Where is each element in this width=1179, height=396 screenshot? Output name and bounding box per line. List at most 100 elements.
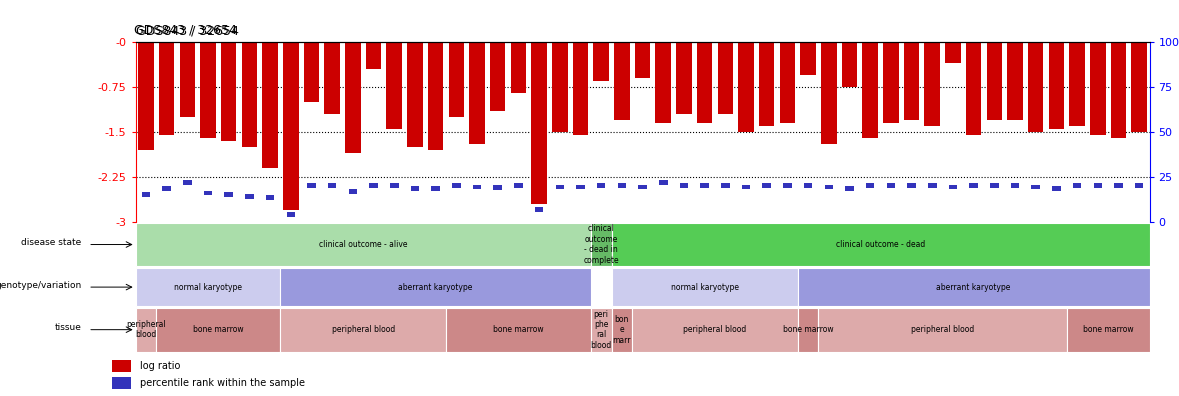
- Bar: [966, 42, 981, 135]
- Bar: [612, 223, 1150, 267]
- Bar: [308, 183, 316, 188]
- Bar: [242, 42, 257, 147]
- Bar: [494, 185, 502, 190]
- Bar: [365, 42, 381, 69]
- Bar: [591, 223, 612, 267]
- Bar: [1073, 183, 1081, 188]
- Bar: [987, 42, 1002, 120]
- Bar: [949, 185, 957, 189]
- Bar: [969, 183, 977, 188]
- Text: peripheral blood: peripheral blood: [331, 325, 395, 334]
- Bar: [1067, 308, 1150, 352]
- Bar: [1114, 183, 1122, 188]
- Bar: [862, 42, 878, 138]
- Bar: [677, 42, 692, 114]
- Bar: [700, 183, 709, 188]
- Bar: [283, 42, 298, 210]
- Bar: [638, 185, 647, 189]
- Bar: [924, 42, 940, 126]
- Bar: [697, 42, 712, 123]
- Bar: [842, 42, 857, 87]
- Bar: [200, 42, 216, 138]
- Bar: [281, 268, 591, 306]
- Bar: [801, 42, 816, 74]
- Bar: [136, 308, 157, 352]
- Bar: [634, 42, 651, 78]
- Bar: [428, 42, 443, 150]
- Bar: [469, 42, 485, 144]
- Bar: [612, 268, 798, 306]
- Bar: [410, 186, 420, 190]
- Bar: [887, 183, 895, 188]
- Bar: [179, 42, 195, 117]
- Bar: [511, 42, 526, 93]
- Bar: [722, 183, 730, 188]
- Bar: [659, 180, 667, 185]
- Bar: [112, 360, 131, 372]
- Bar: [798, 308, 818, 352]
- Bar: [1032, 185, 1040, 189]
- Bar: [390, 183, 399, 188]
- Text: bone marrow: bone marrow: [493, 325, 544, 334]
- Bar: [946, 42, 961, 63]
- Bar: [204, 190, 212, 195]
- Bar: [349, 189, 357, 194]
- Text: peri
phe
ral
blood: peri phe ral blood: [591, 310, 612, 350]
- Bar: [387, 42, 402, 129]
- Bar: [183, 180, 191, 185]
- Bar: [798, 268, 1150, 306]
- Bar: [136, 268, 281, 306]
- Bar: [928, 183, 936, 188]
- Text: bone marrow: bone marrow: [783, 325, 834, 334]
- Bar: [448, 42, 465, 117]
- Text: bone marrow: bone marrow: [1082, 325, 1133, 334]
- Text: log ratio: log ratio: [140, 362, 180, 371]
- Bar: [157, 308, 281, 352]
- Bar: [432, 186, 440, 190]
- Bar: [552, 42, 567, 131]
- Bar: [345, 42, 361, 153]
- Bar: [555, 185, 564, 189]
- Bar: [759, 42, 775, 126]
- Bar: [1010, 183, 1020, 188]
- Bar: [845, 187, 854, 191]
- Text: normal karyotype: normal karyotype: [174, 283, 242, 291]
- Bar: [612, 308, 632, 352]
- Bar: [904, 42, 920, 120]
- Text: clinical outcome - dead: clinical outcome - dead: [836, 240, 926, 249]
- Text: peripheral blood: peripheral blood: [911, 325, 974, 334]
- Bar: [763, 183, 771, 188]
- Bar: [718, 42, 733, 114]
- Bar: [908, 183, 916, 188]
- Bar: [159, 42, 174, 135]
- Bar: [742, 185, 750, 189]
- Bar: [1048, 42, 1065, 129]
- Bar: [1069, 42, 1085, 126]
- Bar: [783, 183, 791, 188]
- Bar: [265, 195, 275, 200]
- Bar: [136, 223, 591, 267]
- Bar: [824, 185, 834, 189]
- Bar: [593, 42, 608, 81]
- Bar: [1132, 42, 1147, 131]
- Bar: [328, 183, 336, 188]
- Bar: [1007, 42, 1022, 120]
- Bar: [1028, 42, 1043, 131]
- Text: genotype/variation: genotype/variation: [0, 281, 81, 289]
- Bar: [1135, 183, 1144, 188]
- Bar: [779, 42, 795, 123]
- Bar: [163, 187, 171, 191]
- Bar: [1111, 42, 1126, 138]
- Bar: [224, 192, 233, 197]
- Bar: [804, 183, 812, 188]
- Bar: [112, 377, 131, 389]
- Bar: [369, 183, 377, 188]
- Bar: [821, 42, 837, 144]
- Bar: [591, 308, 612, 352]
- Bar: [818, 308, 1067, 352]
- Bar: [514, 183, 522, 188]
- Text: bone marrow: bone marrow: [193, 325, 244, 334]
- Bar: [286, 212, 295, 217]
- Text: clinical outcome - alive: clinical outcome - alive: [320, 240, 408, 249]
- Text: aberrant karyotype: aberrant karyotype: [399, 283, 473, 291]
